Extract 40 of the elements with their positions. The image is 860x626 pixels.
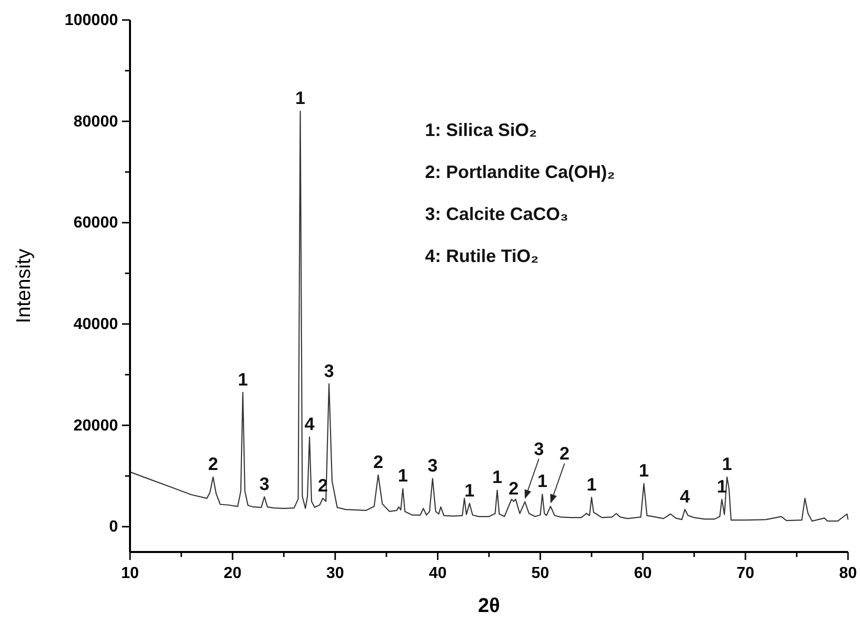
annotation: 1: [722, 454, 732, 474]
x-tick-label: 30: [326, 565, 344, 582]
y-tick-label: 80000: [74, 113, 118, 130]
x-tick-label: 60: [634, 565, 652, 582]
annotation: 4: [304, 414, 315, 434]
y-tick-label: 40000: [74, 316, 118, 333]
annotation: 2: [373, 452, 384, 472]
x-tick-label: 50: [531, 565, 550, 582]
annotation: 2: [208, 454, 218, 474]
line-series: [129, 110, 849, 522]
annotation: 1: [398, 466, 408, 486]
annotation: 1: [537, 471, 548, 492]
annotation: 1: [295, 88, 306, 108]
annotation: 1: [492, 467, 502, 488]
x-tick-label: 10: [121, 565, 139, 582]
annotation: 2: [508, 478, 519, 498]
annotation: 3: [259, 474, 270, 494]
y-tick-label: 60000: [74, 214, 118, 232]
x-tick-label: 80: [839, 565, 857, 582]
y-tick-label: 100000: [64, 12, 118, 29]
annotation: 3: [534, 438, 544, 459]
annotation: 2: [560, 443, 570, 464]
y-tick-label: 0: [109, 518, 118, 536]
annotation: 1: [464, 480, 475, 500]
annotation: 3: Calcite CaCO₃: [425, 204, 568, 224]
annotation: 4: [680, 486, 690, 506]
annotation: 2: Portlandite Ca(OH)₂: [425, 162, 616, 182]
x-tick-label: 40: [428, 565, 447, 582]
annotation: 3: [428, 456, 438, 476]
x-axis-title: 2θ: [478, 595, 500, 617]
x-tick-label: 70: [736, 565, 754, 582]
annotation: 3: [324, 360, 334, 381]
annotation: 1: Silica SiO₂: [425, 120, 538, 140]
annotation: 1: [238, 369, 248, 390]
x-tick-label: 20: [224, 565, 242, 582]
annotation: 1: [586, 474, 597, 494]
y-axis-title: Intensity: [13, 248, 35, 324]
annotation: 4: Rutile TiO₂: [425, 246, 539, 266]
y-tick-label: 20000: [74, 417, 118, 434]
annotation: 1: [638, 460, 649, 481]
